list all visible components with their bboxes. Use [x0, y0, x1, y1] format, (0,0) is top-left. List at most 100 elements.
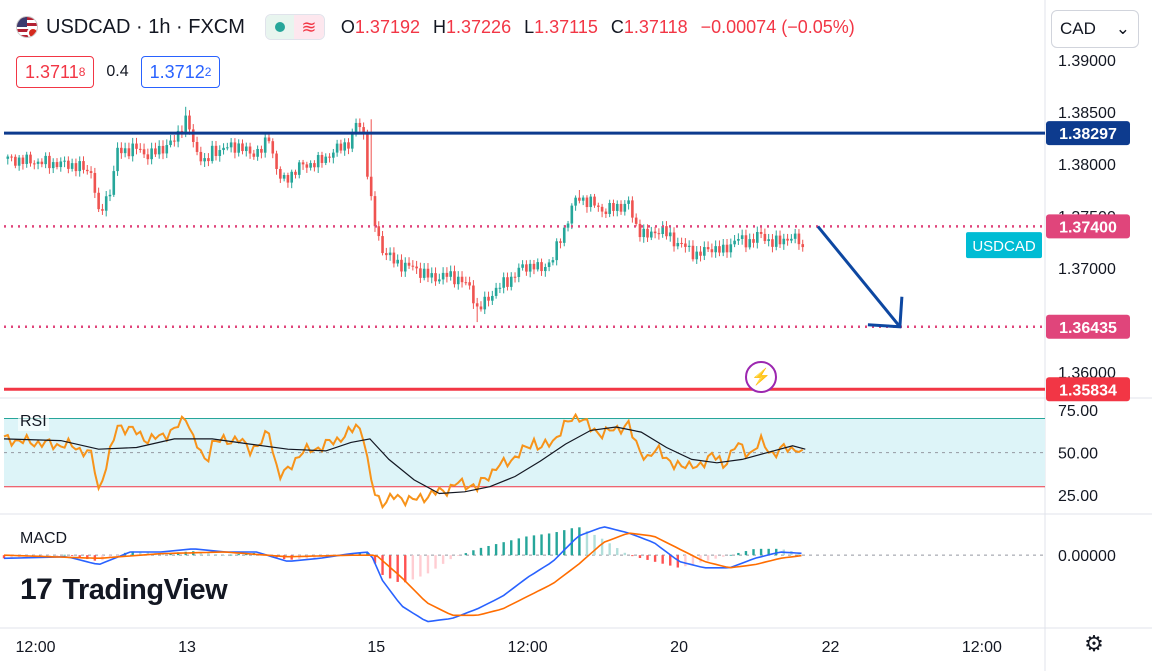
candle-body	[514, 277, 517, 278]
spread-value: 0.4	[106, 63, 128, 81]
macd-pane-label[interactable]: MACD	[18, 530, 69, 548]
candle-body	[86, 170, 89, 171]
price-tick-label: 1.39000	[1058, 53, 1116, 70]
macd-hist-bar	[608, 543, 610, 555]
macd-hist-bar	[434, 555, 436, 568]
macd-hist-bar	[71, 555, 73, 556]
candle-body	[794, 234, 797, 239]
candle-body	[487, 297, 490, 301]
candle-body	[786, 239, 789, 241]
target-price-label: 1.36435	[1059, 320, 1117, 337]
candle-body	[275, 154, 278, 169]
candle-body	[502, 277, 505, 288]
candle-body	[162, 146, 165, 153]
macd-hist-bar	[472, 550, 474, 555]
macd-hist-bar	[510, 540, 512, 555]
gear-icon[interactable]: ⚙	[1080, 630, 1108, 658]
candle-body	[461, 277, 464, 282]
candle-body	[764, 234, 767, 241]
macd-hist-bar	[116, 555, 118, 556]
candle-body	[302, 162, 305, 164]
price-tick-label: 1.38500	[1058, 105, 1116, 122]
candle-body	[438, 279, 441, 281]
macd-hist-bar	[669, 555, 671, 565]
candle-body	[347, 142, 350, 148]
macd-hist-bar	[237, 554, 239, 555]
candle-body	[109, 195, 112, 196]
macd-hist-bar	[412, 555, 414, 579]
sell-button[interactable]: 1.3711 8	[16, 56, 94, 88]
market-status-pill[interactable]: ≋	[265, 14, 325, 40]
candle-body	[321, 155, 324, 163]
candle-body	[430, 273, 433, 277]
candle-body	[218, 150, 221, 156]
candle-body	[336, 144, 339, 153]
macd-hist-bar	[533, 535, 535, 555]
candle-body	[695, 252, 698, 260]
legend-header: USDCAD · 1h · FXCM ≋ O1.37192 H1.37226 L…	[0, 0, 1045, 92]
candle-body	[567, 224, 570, 228]
candle-body	[491, 296, 494, 301]
tradingview-logo[interactable]: 17 TradingView	[20, 573, 227, 607]
candle-body	[355, 123, 358, 133]
currency-selector[interactable]: CAD ⌄	[1051, 10, 1139, 48]
candle-body	[48, 156, 51, 168]
rsi-pane-label[interactable]: RSI	[18, 413, 49, 431]
candle-body	[442, 273, 445, 280]
candle-body	[283, 175, 286, 179]
candle-body	[586, 198, 589, 207]
market-open-icon	[266, 15, 294, 39]
macd-hist-bar	[396, 555, 398, 582]
candle-body	[582, 198, 585, 201]
macd-hist-bar	[230, 555, 232, 556]
candle-body	[268, 137, 271, 141]
candle-body	[540, 262, 543, 271]
macd-hist-bar	[714, 555, 716, 558]
macd-hist-bar	[631, 555, 633, 556]
macd-hist-bar	[707, 555, 709, 560]
candle-body	[260, 149, 263, 153]
candle-body	[790, 239, 793, 241]
macd-hist-bar	[730, 555, 732, 556]
buy-button[interactable]: 1.3712 2	[141, 56, 221, 88]
candle-body	[658, 233, 661, 234]
candle-body	[18, 158, 21, 166]
macd-hist-bar	[215, 554, 217, 555]
candle-body	[279, 169, 282, 179]
symbol-title[interactable]: USDCAD · 1h · FXCM	[46, 16, 245, 39]
forecast-arrow-line	[818, 226, 900, 326]
candle-body	[215, 146, 218, 156]
candle-body	[366, 134, 369, 176]
time-tick-label: 12:00	[16, 639, 56, 656]
macd-hist-bar	[487, 546, 489, 555]
candle-body	[377, 226, 380, 236]
macd-hist-bar	[593, 535, 595, 555]
macd-hist-bar	[419, 555, 421, 576]
candle-body	[112, 171, 115, 195]
candle-body	[169, 141, 172, 145]
candle-body	[71, 163, 74, 169]
candle-body	[256, 149, 259, 157]
macd-hist-bar	[639, 555, 641, 558]
candle-body	[332, 153, 335, 158]
macd-hist-bar	[646, 555, 648, 560]
candle-body	[771, 239, 774, 247]
candle-body	[385, 253, 388, 255]
candle-body	[465, 282, 468, 283]
candle-body	[396, 260, 399, 264]
candle-body	[756, 232, 759, 243]
candle-body	[230, 142, 233, 147]
candle-body	[707, 247, 710, 249]
candle-body	[593, 197, 596, 206]
candle-body	[798, 234, 801, 245]
candle-body	[624, 204, 627, 212]
candle-body	[41, 162, 44, 164]
lightning-icon[interactable]: ⚡	[745, 361, 777, 393]
rsi-tick-label: 50.00	[1058, 446, 1098, 463]
candle-body	[468, 282, 471, 285]
candle-body	[620, 204, 623, 212]
candle-body	[692, 246, 695, 259]
candle-body	[324, 157, 327, 163]
macd-hist-bar	[745, 551, 747, 555]
